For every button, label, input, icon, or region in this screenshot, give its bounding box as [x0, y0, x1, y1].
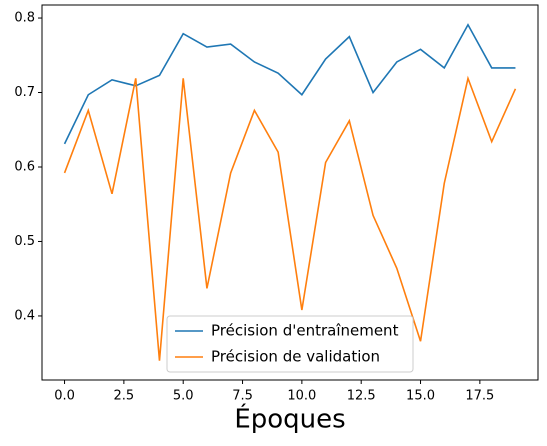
x-tick-label: 0.0 — [54, 389, 75, 404]
x-tick-label: 7.5 — [232, 389, 253, 404]
y-tick-label: 0.8 — [14, 11, 35, 26]
legend-label: Précision d'entraînement — [211, 322, 399, 340]
x-tick-label: 12.5 — [347, 389, 376, 404]
x-tick-label: 2.5 — [114, 389, 135, 404]
x-tick-label: 15.0 — [406, 389, 435, 404]
series-line — [63, 23, 516, 145]
y-tick-label: 0.5 — [14, 234, 35, 249]
y-tick-label: 0.6 — [14, 159, 35, 174]
y-tick-label: 0.4 — [14, 308, 35, 323]
x-axis-label: Époques — [234, 403, 345, 435]
x-tick-label: 17.5 — [465, 389, 494, 404]
y-tick-label: 0.7 — [14, 85, 35, 100]
x-tick-label: 5.0 — [173, 389, 194, 404]
series-line — [63, 75, 517, 361]
legend-label: Précision de validation — [211, 348, 380, 366]
plot-frame — [41, 4, 539, 381]
x-tick-label: 10.0 — [287, 389, 316, 404]
legend-box — [166, 315, 414, 373]
